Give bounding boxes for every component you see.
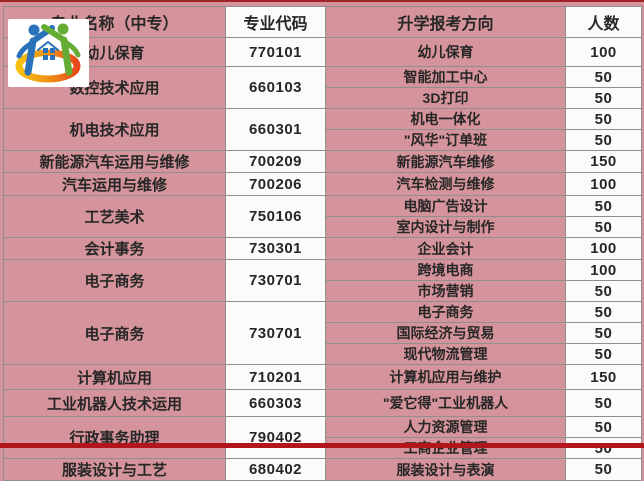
major-name-cell: 电子商务 (3, 301, 226, 365)
table-row: 室内设计与制作 50 (4, 216, 642, 238)
direction-cell: 人力资源管理 (325, 416, 566, 438)
direction-cell: 幼儿保育 (325, 37, 566, 67)
major-code-cell: 730701 (225, 301, 326, 365)
table-row: "风华"订单班 50 (4, 129, 642, 151)
enrollment-table: 专业名称（中专） 专业代码 升学报考方向 人数 幼儿保育 770101 幼儿保育… (3, 6, 642, 481)
direction-cell: 电脑广告设计 (325, 195, 566, 217)
direction-cell: 机电一体化 (325, 108, 566, 130)
major-name-cell: 服装设计与工艺 (3, 458, 226, 481)
count-cell: 50 (565, 416, 642, 438)
table-row: 机电技术应用 660301 机电一体化 50 (3, 108, 642, 151)
major-code-cell: 770101 (225, 37, 326, 67)
major-code-cell: 730301 (225, 237, 326, 260)
direction-cell: 计算机应用与维护 (325, 364, 566, 390)
count-cell: 50 (565, 108, 642, 130)
major-code-cell: 660303 (225, 389, 326, 417)
count-cell: 50 (565, 322, 642, 344)
table-row: 市场营销 50 (4, 280, 642, 302)
table-row: 工业机器人技术运用 660303 "爱它得"工业机器人 50 (3, 389, 642, 417)
count-cell: 50 (565, 301, 642, 323)
direction-cell: 现代物流管理 (325, 343, 566, 365)
count-cell: 50 (565, 87, 642, 109)
direction-cell: 服装设计与表演 (325, 458, 566, 481)
direction-cell: 室内设计与制作 (325, 216, 566, 238)
major-name-cell: 会计事务 (3, 237, 226, 260)
table-row: 电子商务 730701 跨境电商 100 (3, 259, 642, 302)
count-cell: 50 (565, 195, 642, 217)
table-row: 汽车运用与维修 700206 汽车检测与维修 100 (3, 172, 642, 196)
major-name-cell: 计算机应用 (3, 364, 226, 390)
major-code-cell: 660103 (225, 66, 326, 109)
major-name-cell: 行政事务助理 (3, 416, 226, 459)
count-cell: 50 (565, 343, 642, 365)
table-row: 行政事务助理 790402 人力资源管理 50 (3, 416, 642, 459)
table-row: 3D打印 50 (4, 87, 642, 109)
count-cell: 50 (565, 129, 642, 151)
top-red-strip (0, 0, 644, 2)
table-row: 数控技术应用 660103 智能加工中心 50 (3, 66, 642, 109)
header-row: 专业名称（中专） 专业代码 升学报考方向 人数 (3, 6, 642, 38)
major-code-cell: 710201 (225, 364, 326, 390)
count-cell: 50 (565, 66, 642, 88)
direction-cell: 电子商务 (325, 301, 566, 323)
major-code-cell: 680402 (225, 458, 326, 481)
major-code-cell: 700206 (225, 172, 326, 196)
direction-cell: 企业会计 (325, 237, 566, 260)
count-cell: 150 (565, 364, 642, 390)
direction-cell: 汽车检测与维修 (325, 172, 566, 196)
count-cell: 100 (565, 237, 642, 260)
table-row: 电子商务 730701 电子商务 50 (3, 301, 642, 365)
major-name-cell: 电子商务 (3, 259, 226, 302)
header-major-code: 专业代码 (225, 6, 326, 38)
table-row: 工艺美术 750106 电脑广告设计 50 (3, 195, 642, 238)
count-cell: 100 (565, 37, 642, 67)
table-row: 现代物流管理 50 (4, 343, 642, 365)
table-row: 计算机应用 710201 计算机应用与维护 150 (3, 364, 642, 390)
major-code-cell: 750106 (225, 195, 326, 238)
school-logo (8, 19, 89, 87)
major-name-cell: 汽车运用与维修 (3, 172, 226, 196)
major-code-cell: 730701 (225, 259, 326, 302)
direction-cell: 国际经济与贸易 (325, 322, 566, 344)
direction-cell: 跨境电商 (325, 259, 566, 281)
direction-cell: 工商企业管理 (325, 437, 566, 459)
table-row: 新能源汽车运用与维修 700209 新能源汽车维修 150 (3, 150, 642, 173)
direction-cell: "风华"订单班 (325, 129, 566, 151)
table-row: 服装设计与工艺 680402 服装设计与表演 50 (3, 458, 642, 481)
count-cell: 50 (565, 458, 642, 481)
header-count: 人数 (565, 6, 642, 38)
school-logo-icon (15, 23, 81, 83)
direction-cell: 3D打印 (325, 87, 566, 109)
count-cell: 100 (565, 259, 642, 281)
table-row: 幼儿保育 770101 幼儿保育 100 (3, 37, 642, 67)
table-row: 会计事务 730301 企业会计 100 (3, 237, 642, 260)
count-cell: 150 (565, 150, 642, 173)
direction-cell: 市场营销 (325, 280, 566, 302)
header-direction: 升学报考方向 (325, 6, 566, 38)
major-code-cell: 700209 (225, 150, 326, 173)
bottom-red-bar (0, 443, 644, 448)
count-cell: 50 (565, 216, 642, 238)
direction-cell: 智能加工中心 (325, 66, 566, 88)
direction-cell: "爱它得"工业机器人 (325, 389, 566, 417)
major-code-cell: 790402 (225, 416, 326, 459)
direction-cell: 新能源汽车维修 (325, 150, 566, 173)
count-cell: 50 (565, 437, 642, 459)
major-name-cell: 工业机器人技术运用 (3, 389, 226, 417)
count-cell: 100 (565, 172, 642, 196)
table-row: 国际经济与贸易 50 (4, 322, 642, 344)
major-name-cell: 工艺美术 (3, 195, 226, 238)
count-cell: 50 (565, 389, 642, 417)
major-name-cell: 新能源汽车运用与维修 (3, 150, 226, 173)
major-code-cell: 660301 (225, 108, 326, 151)
count-cell: 50 (565, 280, 642, 302)
major-name-cell: 机电技术应用 (3, 108, 226, 151)
